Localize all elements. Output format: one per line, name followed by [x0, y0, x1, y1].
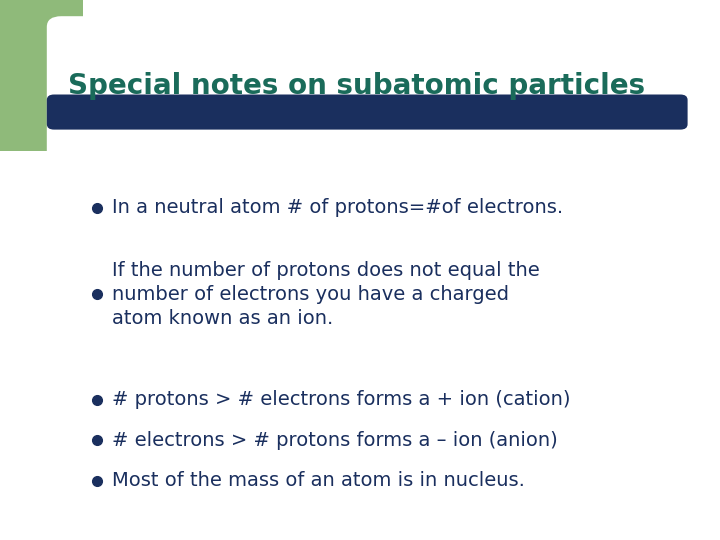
FancyBboxPatch shape: [47, 94, 688, 130]
FancyBboxPatch shape: [0, 0, 83, 151]
Text: In a neutral atom # of protons=#of electrons.: In a neutral atom # of protons=#of elect…: [112, 198, 563, 218]
Text: Most of the mass of an atom is in nucleus.: Most of the mass of an atom is in nucleu…: [112, 471, 524, 490]
FancyBboxPatch shape: [47, 16, 720, 540]
Text: # electrons > # protons forms a – ion (anion): # electrons > # protons forms a – ion (a…: [112, 430, 557, 450]
Text: If the number of protons does not equal the
number of electrons you have a charg: If the number of protons does not equal …: [112, 260, 539, 328]
Text: Special notes on subatomic particles: Special notes on subatomic particles: [68, 72, 646, 100]
Text: # protons > # electrons forms a + ion (cation): # protons > # electrons forms a + ion (c…: [112, 390, 570, 409]
